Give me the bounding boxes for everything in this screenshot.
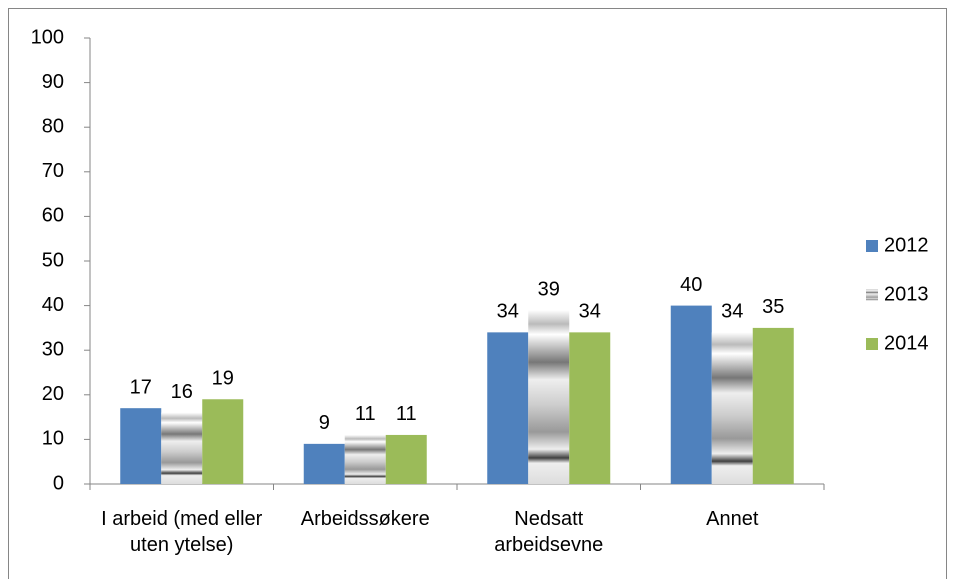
chart-border <box>8 8 947 584</box>
bar <box>161 412 203 484</box>
y-tick-label: 10 <box>42 428 64 450</box>
x-tick-label-box: Nedsatt arbeidsevne <box>494 508 604 556</box>
data-label: 11 <box>355 403 376 425</box>
data-label: 17 <box>130 376 152 398</box>
legend-label: 2014 <box>884 332 929 354</box>
bar <box>120 408 162 484</box>
legend-label: 2013 <box>884 283 929 305</box>
y-tick-label: 100 <box>31 26 64 48</box>
data-label: 35 <box>762 296 784 318</box>
bar <box>202 399 244 484</box>
data-label: 9 <box>319 412 330 434</box>
legend-swatch <box>866 240 878 252</box>
legend-label: 2012 <box>884 234 929 256</box>
bar <box>344 434 386 484</box>
legend-swatch <box>866 338 878 350</box>
x-tick-label: Arbeidssøkere <box>300 508 430 530</box>
data-label: 34 <box>721 301 743 323</box>
x-tick-label: I arbeid (med eller uten ytelse) <box>101 508 263 556</box>
y-tick-label: 40 <box>42 294 64 316</box>
bar <box>711 332 753 484</box>
x-tick-label-box: Annet <box>706 508 759 530</box>
y-tick-label: 60 <box>42 205 64 227</box>
x-tick-label: Nedsatt arbeidsevne <box>494 508 604 556</box>
data-label: 34 <box>497 301 519 323</box>
bar <box>385 434 427 484</box>
y-tick-label: 50 <box>42 249 64 271</box>
data-label: 39 <box>538 278 560 300</box>
bar <box>752 327 794 484</box>
y-tick-label: 30 <box>42 338 64 360</box>
bar <box>528 310 570 484</box>
legend-swatch <box>866 289 878 301</box>
bar <box>569 332 611 484</box>
data-label: 34 <box>579 301 601 323</box>
y-tick-label: 80 <box>42 115 64 137</box>
x-tick-label-box: I arbeid (med eller uten ytelse) <box>101 508 263 556</box>
data-label: 11 <box>396 403 417 425</box>
bar <box>670 305 712 484</box>
x-tick-label-box: Arbeidssøkere <box>300 508 430 530</box>
bar <box>487 332 529 484</box>
y-tick-label: 20 <box>42 383 64 405</box>
y-tick-label: 0 <box>53 472 64 494</box>
x-tick-label: Annet <box>706 508 759 530</box>
y-tick-label: 90 <box>42 71 64 93</box>
y-tick-label: 70 <box>42 160 64 182</box>
data-label: 40 <box>680 274 702 296</box>
bar <box>303 443 345 484</box>
data-label: 16 <box>171 381 193 403</box>
data-label: 19 <box>212 368 234 390</box>
